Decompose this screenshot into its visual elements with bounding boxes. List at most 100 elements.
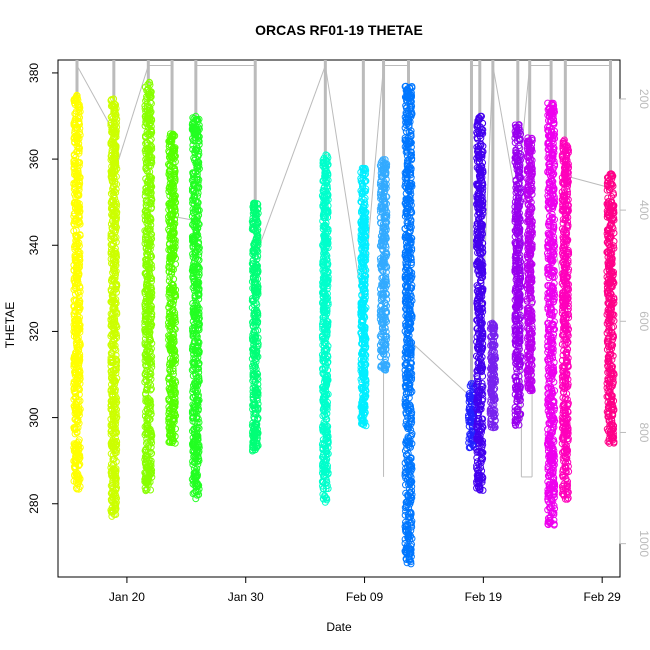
data-point bbox=[107, 332, 115, 340]
data-point bbox=[112, 143, 120, 151]
data-point bbox=[141, 207, 149, 215]
data-point bbox=[107, 442, 115, 450]
data-point bbox=[170, 351, 178, 359]
data-point bbox=[165, 336, 173, 344]
data-point bbox=[111, 360, 119, 368]
data-point bbox=[190, 329, 198, 337]
data-point bbox=[167, 431, 175, 439]
data-point bbox=[147, 199, 155, 207]
data-point bbox=[189, 385, 197, 393]
data-point bbox=[168, 325, 176, 333]
data-point bbox=[146, 460, 154, 468]
data-point bbox=[109, 474, 117, 482]
data-point bbox=[190, 404, 198, 412]
data-point bbox=[146, 181, 154, 189]
data-point bbox=[165, 167, 173, 175]
data-point bbox=[195, 183, 203, 191]
data-point bbox=[109, 369, 117, 377]
data-point bbox=[195, 377, 203, 385]
data-point bbox=[113, 494, 120, 502]
data-point bbox=[189, 372, 197, 380]
data-point bbox=[171, 290, 179, 298]
data-point bbox=[142, 460, 150, 468]
data-point bbox=[72, 237, 80, 245]
data-point bbox=[193, 457, 201, 465]
data-point bbox=[189, 308, 197, 316]
data-point bbox=[192, 310, 199, 318]
data-point bbox=[143, 273, 151, 281]
data-point bbox=[189, 458, 197, 465]
data-point bbox=[107, 96, 115, 104]
altitude-connector bbox=[324, 65, 364, 310]
data-point bbox=[147, 197, 155, 205]
chart-title: ORCAS RF01-19 THETAE bbox=[255, 22, 423, 38]
data-point bbox=[168, 357, 176, 365]
data-point bbox=[144, 438, 152, 446]
series-RF06 bbox=[248, 199, 262, 455]
data-point bbox=[168, 403, 176, 411]
data-point bbox=[110, 466, 117, 474]
data-point bbox=[165, 268, 173, 276]
data-point bbox=[194, 488, 202, 496]
data-point bbox=[72, 463, 80, 471]
data-point bbox=[111, 257, 119, 265]
data-point bbox=[72, 425, 80, 433]
data-point bbox=[190, 129, 198, 137]
data-point bbox=[76, 174, 84, 181]
data-point bbox=[147, 200, 155, 208]
series-RF10 bbox=[401, 82, 416, 568]
data-point bbox=[107, 170, 115, 177]
data-point bbox=[193, 144, 201, 152]
data-point bbox=[74, 311, 81, 319]
data-point bbox=[113, 484, 120, 492]
data-point bbox=[146, 330, 153, 338]
data-point bbox=[193, 246, 201, 254]
data-point bbox=[113, 374, 121, 382]
data-point bbox=[144, 394, 152, 402]
data-point bbox=[192, 255, 200, 262]
data-point bbox=[194, 423, 202, 431]
data-point bbox=[108, 488, 116, 496]
data-point bbox=[147, 385, 155, 393]
data-point bbox=[193, 481, 201, 489]
data-point bbox=[167, 255, 175, 263]
data-point bbox=[168, 407, 176, 415]
data-point bbox=[75, 118, 83, 126]
altitude-connector bbox=[113, 65, 149, 176]
data-point bbox=[190, 218, 198, 226]
data-point bbox=[143, 423, 150, 431]
data-point bbox=[146, 404, 154, 412]
data-point bbox=[190, 340, 198, 348]
data-point bbox=[72, 297, 80, 304]
data-point bbox=[71, 317, 79, 325]
data-point bbox=[142, 256, 150, 264]
data-point bbox=[189, 263, 197, 271]
data-point bbox=[165, 246, 173, 254]
data-point bbox=[74, 144, 82, 152]
data-point bbox=[195, 158, 203, 166]
data-point bbox=[112, 101, 120, 109]
data-point bbox=[169, 189, 177, 197]
data-point bbox=[248, 278, 256, 286]
data-point bbox=[146, 294, 153, 302]
data-point bbox=[111, 376, 119, 384]
data-point bbox=[167, 311, 175, 319]
data-point bbox=[107, 119, 115, 127]
data-point bbox=[167, 174, 175, 182]
data-point bbox=[146, 335, 154, 343]
data-point bbox=[112, 161, 120, 169]
data-point bbox=[71, 160, 78, 168]
data-point bbox=[195, 295, 203, 303]
data-point bbox=[165, 263, 173, 271]
data-point bbox=[112, 133, 120, 141]
data-point bbox=[146, 148, 154, 156]
data-point bbox=[143, 287, 151, 295]
data-point bbox=[112, 506, 119, 514]
data-point bbox=[141, 212, 149, 220]
data-point bbox=[108, 438, 116, 446]
data-point bbox=[147, 100, 155, 107]
data-point bbox=[113, 180, 121, 188]
data-point bbox=[169, 131, 177, 139]
data-point bbox=[252, 234, 260, 242]
data-point bbox=[171, 439, 179, 447]
